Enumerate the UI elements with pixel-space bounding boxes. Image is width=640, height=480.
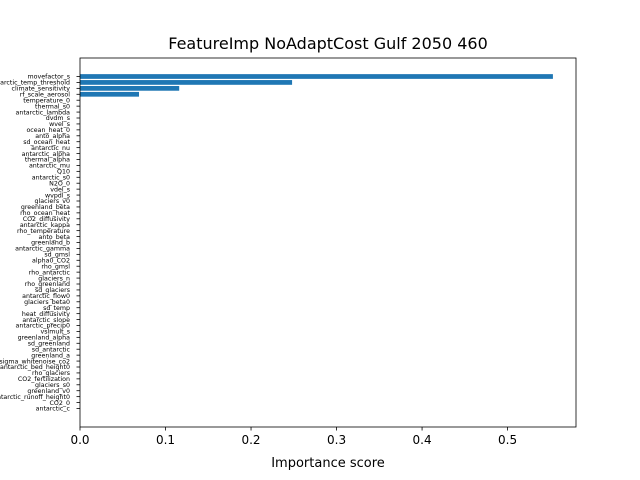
y-tick-label: antarctic_nu	[31, 145, 70, 152]
chart-title: FeatureImp NoAdaptCost Gulf 2050 460	[168, 34, 488, 53]
y-tick-label: glaciers_s0	[35, 382, 70, 389]
y-tick-label: antarctic_bed_height0	[0, 364, 70, 371]
plot-frame	[79, 57, 577, 428]
y-tick-label: greenland_a	[31, 352, 70, 359]
y-tick-label: antarctic_mu	[29, 163, 70, 170]
y-tick-label: glaciers_n	[38, 275, 70, 282]
y-tick-label: CO2_0	[49, 400, 70, 407]
y-tick-label: glaciers_v0	[35, 198, 70, 205]
y-tick-label: alpha0_CO2	[32, 257, 70, 264]
y-tick-label: glaciers_beta0	[24, 299, 70, 306]
y-tick-label: sd_gmsl	[44, 252, 70, 259]
y-tick-label: greenland_v0	[27, 388, 70, 395]
y-axis-ticks: movefactor_santarctic_temp_thresholdclim…	[0, 74, 80, 413]
y-tick-label: movefactor_s	[28, 74, 70, 81]
y-tick-label: greenland_alpha	[18, 335, 71, 342]
y-tick-label: vdel_s	[50, 186, 70, 193]
y-tick-label: sd_temp	[43, 305, 70, 312]
y-tick-label: greenland_b	[31, 240, 70, 247]
bar-rf-scale-aerosol	[80, 91, 140, 97]
y-tick-label: antarctic_slope	[22, 317, 70, 324]
y-tick-label: climate_sensitivity	[11, 86, 70, 93]
y-tick-label: greenland_beta	[21, 204, 70, 211]
y-tick-label: CO2_diffusivity	[23, 216, 71, 223]
y-tick-label: dvdm_s	[46, 115, 70, 122]
y-tick-label: antarctic_temp_threshold	[0, 80, 70, 87]
x-tick-label: 0.0	[70, 433, 89, 447]
y-tick-label: antarctic_c	[36, 406, 71, 413]
y-tick-label: temperature_0	[23, 97, 70, 104]
y-tick-label: ocean_heat_0	[26, 127, 70, 134]
y-tick-label: sd_greenland	[28, 340, 70, 347]
y-tick-label: anto_alpha	[35, 133, 70, 140]
bar-movefactor-s	[80, 74, 553, 79]
y-tick-label: vslmult_s	[40, 329, 70, 336]
y-tick-label: rho_ocean_heat	[20, 210, 70, 217]
y-tick-label: antarctic_kappa	[20, 222, 70, 229]
y-tick-label: Q10	[57, 169, 70, 176]
y-tick-label: antarctic_lambda	[15, 109, 70, 116]
y-tick-label: heat_diffusivity	[22, 311, 70, 318]
y-tick-label: anto_beta	[38, 234, 70, 241]
y-tick-label: rho_greenland	[25, 281, 70, 288]
y-tick-label: sd_ocean_heat	[23, 139, 70, 146]
x-axis-label: Importance score	[271, 456, 385, 471]
y-tick-label: antarctic_gamma	[15, 246, 70, 253]
y-tick-label: sd_glaciers	[35, 287, 70, 294]
y-tick-label: rho_gmsl	[41, 263, 70, 270]
x-tick-label: 0.3	[327, 433, 346, 447]
x-tick-label: 0.2	[241, 433, 260, 447]
y-tick-label: antarctic_s0	[32, 174, 70, 181]
y-tick-label: antarctic_runoff_height0	[0, 394, 70, 401]
y-tick-label: rf_scale_aerosol	[20, 91, 70, 98]
bars-group	[80, 74, 553, 97]
y-tick-label: sigma_whitenoise_co2	[0, 358, 70, 365]
y-tick-label: antarctic_alpha	[22, 151, 71, 158]
x-tick-label: 0.1	[156, 433, 175, 447]
y-tick-label: CO2_fertilization	[18, 376, 70, 383]
x-axis-ticks: 0.0 0.1 0.2 0.3 0.4 0.5	[70, 427, 517, 447]
x-tick-label: 0.4	[413, 433, 432, 447]
y-tick-label: wvpdl_s	[45, 192, 70, 199]
bar-climate-sensitivity	[80, 85, 180, 91]
y-tick-label: rho_antarctic	[29, 269, 71, 276]
y-tick-label: N2O_0	[49, 180, 70, 187]
y-tick-label: rho_temperature	[17, 228, 70, 235]
y-tick-label: thermal_alpha	[25, 157, 70, 164]
y-tick-label: rho_glaciers	[32, 370, 70, 377]
bar-antarctic-temp-threshold	[80, 80, 293, 85]
y-tick-label: antarctic_flow0	[22, 293, 70, 300]
y-tick-label: antarctic_precip0	[16, 323, 70, 330]
y-tick-label: sd_antarctic	[32, 346, 71, 353]
y-tick-label: thermal_s0	[35, 103, 70, 110]
y-tick-label: wvel_s	[49, 121, 70, 128]
x-tick-label: 0.5	[498, 433, 517, 447]
